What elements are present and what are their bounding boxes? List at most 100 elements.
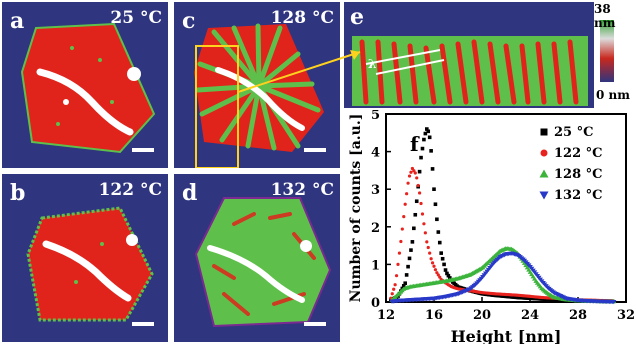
afm-panel-a: a 25 °C [2, 2, 168, 168]
data-point-series-1 [407, 174, 412, 178]
colorbar-max-label: 38 nm [594, 2, 616, 30]
data-point-series-0 [440, 256, 445, 261]
data-point-series-0 [403, 281, 407, 285]
data-point-series-0 [412, 226, 416, 231]
scale-bar-d [304, 322, 326, 326]
data-point-series-0 [427, 135, 432, 140]
data-point-series-1 [396, 262, 400, 266]
wavelength-annotation: λ [368, 57, 377, 71]
data-point-series-1 [392, 287, 396, 291]
data-point-series-0 [409, 248, 413, 252]
data-point-series-0 [413, 212, 418, 217]
data-point-series-0 [419, 155, 423, 160]
data-point-series-0 [404, 273, 409, 277]
afm-image-e [352, 36, 588, 106]
data-point-series-1 [430, 261, 435, 265]
data-point-series-1 [433, 268, 438, 272]
data-point-series-0 [448, 276, 452, 280]
data-point-series-0 [435, 217, 439, 222]
scale-bar-b [132, 322, 154, 326]
panel-temperature-d: 132 °C [270, 180, 334, 200]
data-point-series-0 [430, 167, 435, 171]
data-point-series-1 [400, 227, 404, 231]
panel-temperature-c: 128 °C [270, 8, 334, 28]
panel-label-d: d [182, 180, 198, 206]
data-point-series-1 [426, 245, 430, 250]
data-point-series-0 [407, 256, 412, 261]
data-point-series-1 [399, 239, 403, 244]
panel-label-c: c [182, 8, 196, 34]
data-point-series-0 [443, 268, 448, 272]
legend-marker-0 [540, 128, 548, 136]
data-point-series-1 [432, 264, 436, 268]
data-point-series-1 [402, 215, 406, 219]
data-point-series-1 [429, 257, 433, 261]
panel-label-f: f [410, 132, 419, 156]
data-point-series-0 [442, 262, 446, 267]
data-point-series-0 [433, 202, 438, 207]
data-point-series-1 [416, 183, 420, 188]
plot-frame [385, 113, 627, 303]
panel-label-b: b [10, 180, 26, 206]
data-point-series-1 [406, 181, 410, 185]
data-point-series-1 [415, 176, 419, 180]
legend-label-1: 122 °C [554, 146, 603, 161]
legend-label-2: 128 °C [554, 167, 603, 182]
y-axis-label: Number of counts [a.u.] [348, 114, 364, 303]
data-point-series-1 [394, 274, 399, 278]
y-tick-label: 1 [371, 258, 380, 273]
legend-marker-2 [539, 169, 549, 178]
legend-label-0: 25 °C [554, 125, 593, 140]
x-tick-label: 16 [425, 308, 443, 323]
scale-bar-a [132, 148, 154, 152]
x-tick-label: 24 [521, 308, 539, 323]
data-point-series-1 [423, 231, 427, 235]
afm-image-a [20, 22, 156, 154]
y-tick-label: 5 [371, 110, 380, 123]
legend-marker-3 [539, 191, 549, 200]
afm-image-d [194, 197, 332, 328]
data-point-series-0 [426, 129, 431, 134]
x-tick-label: 20 [473, 308, 491, 323]
afm-panel-e: e λ [344, 2, 594, 108]
data-point-series-1 [403, 202, 407, 206]
data-point-series-0 [420, 146, 425, 151]
data-point-series-0 [429, 149, 433, 153]
legend-label-3: 132 °C [554, 188, 603, 203]
colorbar-min-label: 0 nm [596, 88, 630, 102]
data-point-series-1 [393, 283, 397, 287]
data-point-series-0 [437, 240, 442, 245]
data-point-series-1 [425, 240, 429, 244]
data-point-series-0 [446, 273, 451, 278]
colorbar [600, 20, 614, 82]
data-point-series-3 [611, 300, 617, 305]
data-point-series-1 [409, 170, 413, 174]
data-point-series-0 [406, 264, 410, 269]
data-point-series-1 [419, 201, 423, 206]
legend-marker-1 [540, 149, 548, 157]
afm-panel-c: c 128 °C [174, 2, 340, 168]
histogram-chart: 12 16 20 24 28 32 0 1 2 3 4 5 Height [nm] Number of c… [346, 108, 636, 346]
x-tick-label: 12 [377, 308, 395, 323]
x-axis-label: Height [nm] [451, 327, 562, 344]
y-tick-label: 4 [371, 146, 380, 161]
data-point-series-1 [405, 192, 409, 196]
y-tick-label: 2 [371, 221, 380, 236]
afm-panel-b: b 122 °C [2, 174, 168, 342]
data-point-series-0 [445, 271, 449, 276]
data-point-series-1 [422, 222, 426, 226]
data-point-series-0 [425, 127, 429, 131]
afm-image-b [26, 206, 154, 322]
x-tick-label: 28 [569, 308, 587, 323]
data-point-series-1 [390, 292, 394, 296]
data-point-series-0 [439, 251, 443, 255]
data-point-series-0 [414, 199, 419, 204]
panel-label-a: a [10, 8, 25, 34]
x-tick-label: 32 [617, 308, 635, 323]
panel-temperature-b: 122 °C [98, 180, 162, 200]
data-point-series-0 [401, 284, 406, 288]
data-point-series-1 [397, 251, 402, 255]
data-point-series-0 [417, 169, 422, 174]
data-point-series-0 [436, 230, 441, 234]
